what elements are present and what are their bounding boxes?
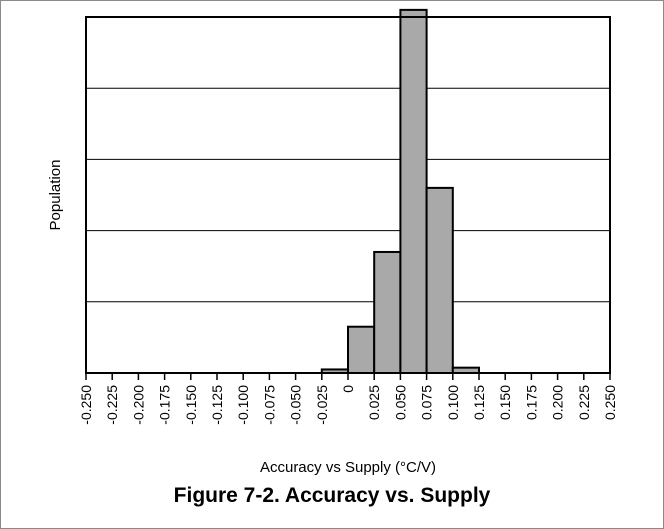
bars — [320, 8, 480, 375]
histogram-bar-2 — [347, 325, 376, 374]
x-tick-label: 0.250 — [602, 385, 618, 420]
x-tick-label: -0.075 — [261, 385, 277, 425]
gridlines — [86, 87, 610, 303]
histogram-bar-5 — [425, 186, 454, 374]
x-tick-label: -0.100 — [235, 385, 251, 425]
x-tick-label: -0.150 — [183, 385, 199, 425]
x-tick-label: 0.075 — [419, 385, 435, 420]
x-axis: -0.250 -0.225 -0.200 -0.175 -0.150 -0.125 -0.1… — [78, 373, 618, 425]
y-axis-label: Population — [47, 160, 64, 231]
x-tick-label: 0.025 — [366, 385, 382, 420]
x-axis-label: Accuracy vs Supply (°C/V) — [260, 459, 436, 476]
x-tick-label: 0.175 — [523, 385, 539, 420]
x-tick-label: 0.100 — [445, 385, 461, 420]
x-tick-label: 0.050 — [392, 385, 408, 420]
x-tick-label: -0.050 — [288, 385, 304, 425]
x-tick-label: 0.125 — [471, 385, 487, 420]
x-tick-label: 0.150 — [497, 385, 513, 420]
figure-caption: Figure 7-2. Accuracy vs. Supply — [173, 484, 491, 507]
x-tick-label: -0.175 — [157, 385, 173, 425]
x-tick-label: -0.225 — [104, 385, 120, 425]
x-tick-label: -0.125 — [209, 385, 225, 425]
x-tick-label: -0.250 — [78, 385, 94, 425]
x-tick-label: 0.225 — [576, 385, 592, 420]
histogram-chart: -0.250 -0.225 -0.200 -0.175 -0.150 -0.125 -0.1… — [47, 8, 618, 476]
histogram-bar-4 — [399, 8, 428, 374]
x-tick-label: 0.200 — [550, 385, 566, 420]
x-tick-label: -0.025 — [314, 385, 330, 425]
x-tick-label: -0.200 — [130, 385, 146, 425]
x-tick-label: 0 — [340, 385, 356, 393]
histogram-bar-3 — [373, 250, 402, 375]
plot-area — [85, 16, 611, 374]
